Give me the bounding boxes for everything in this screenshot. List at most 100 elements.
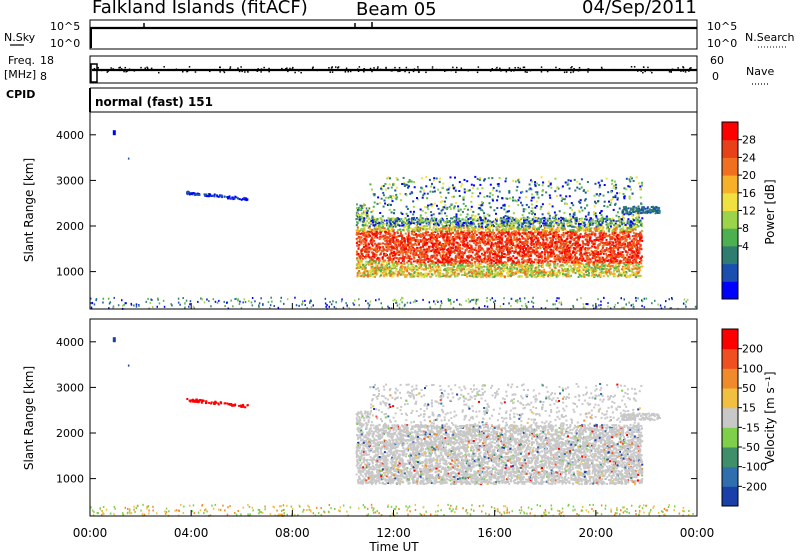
heatmap-cell: [517, 204, 519, 206]
heatmap-cell: [509, 244, 511, 246]
heatmap-cell: [432, 191, 434, 193]
heatmap-cell: [254, 300, 256, 302]
nave-dot: [261, 68, 263, 70]
heatmap-cell: [627, 231, 629, 233]
nave-dot: [247, 70, 249, 72]
heatmap-cell: [401, 183, 403, 185]
heatmap-cell: [581, 178, 583, 180]
nave-dot: [294, 72, 296, 74]
heatmap-cell: [490, 299, 492, 301]
heatmap-cell: [549, 194, 551, 196]
heatmap-cell: [529, 184, 531, 186]
heatmap-cell: [637, 297, 639, 299]
heatmap-cell: [468, 301, 470, 303]
nave-dot: [390, 70, 392, 72]
heatmap-cell: [461, 304, 463, 306]
heatmap-cell: [397, 305, 399, 307]
heatmap-cell: [434, 273, 436, 275]
heatmap-cell: [505, 178, 507, 180]
heatmap-cell: [665, 300, 667, 302]
heatmap-cell: [503, 297, 505, 299]
nave-dot: [541, 66, 543, 68]
heatmap-cell: [635, 297, 637, 299]
heatmap-cell: [470, 300, 472, 302]
nave-dot: [490, 70, 492, 72]
heatmap-cell: [599, 184, 601, 186]
nave-dot: [604, 69, 606, 71]
heatmap-cell: [503, 303, 505, 305]
nave-dot: [113, 69, 115, 71]
heatmap-cell: [468, 298, 470, 300]
heatmap-cell: [492, 229, 494, 231]
nave-dot: [375, 69, 377, 71]
heatmap-cell: [538, 184, 540, 186]
heatmap-cell: [526, 305, 528, 307]
heatmap-cell: [657, 304, 659, 306]
nave-dot: [219, 66, 221, 68]
heatmap-cell: [369, 183, 371, 185]
heatmap-cell: [493, 187, 495, 189]
heatmap-cell: [395, 302, 397, 304]
heatmap-cell: [232, 305, 234, 307]
heatmap-cell: [531, 213, 533, 215]
heatmap-cell: [163, 300, 165, 302]
nave-dot: [517, 67, 519, 69]
nave-dot: [119, 70, 121, 72]
heatmap-cell: [475, 247, 477, 249]
heatmap-cell: [660, 305, 662, 307]
heatmap-cell: [615, 184, 617, 186]
heatmap-cell: [549, 215, 551, 217]
heatmap-cell: [474, 299, 476, 301]
heatmap-cell: [533, 261, 535, 263]
heatmap-cell: [202, 298, 204, 300]
nave-dot: [127, 70, 129, 72]
heatmap-cell: [241, 199, 243, 201]
heatmap-cell: [587, 190, 589, 192]
nave-dot: [240, 66, 242, 68]
nave-dot: [601, 68, 603, 70]
heatmap-cell: [171, 304, 173, 306]
nave-dot: [219, 71, 221, 73]
nave-dot: [189, 66, 191, 68]
heatmap-cell: [573, 234, 575, 236]
nave-dot: [292, 68, 294, 70]
heatmap-cell: [463, 203, 465, 205]
heatmap-cell: [239, 301, 241, 303]
nave-dot: [578, 70, 580, 72]
heatmap-cell: [184, 302, 186, 304]
heatmap-cell: [379, 212, 381, 214]
nave-dot: [286, 67, 288, 69]
heatmap-cell: [599, 186, 601, 188]
nave-dot: [496, 67, 498, 69]
heatmap-cell: [465, 300, 467, 302]
nave-dot: [223, 70, 225, 72]
heatmap-cell: [400, 231, 402, 233]
heatmap-cell: [213, 298, 215, 300]
nave-dot: [330, 71, 332, 73]
heatmap-cell: [416, 271, 418, 273]
heatmap-cell: [604, 268, 606, 270]
heatmap-cell: [584, 218, 586, 220]
heatmap-cell: [392, 184, 394, 186]
freq-tick-high: 18: [40, 54, 54, 67]
nave-dot: [380, 69, 382, 71]
noise-left-tick-low: 10^0: [50, 37, 80, 50]
heatmap-cell: [448, 192, 450, 194]
nave-dot: [237, 67, 239, 69]
heatmap-cell: [392, 200, 394, 202]
heatmap-cell: [188, 191, 190, 193]
heatmap-cell: [216, 195, 218, 197]
nsearch-label: N.Search: [745, 31, 795, 44]
heatmap-cell: [280, 300, 282, 302]
heatmap-cell: [531, 197, 533, 199]
nave-dot: [525, 71, 527, 73]
heatmap-cell: [604, 201, 606, 203]
heatmap-cell: [578, 276, 580, 278]
heatmap-cell: [394, 190, 396, 192]
heatmap-cell: [359, 241, 361, 243]
heatmap-cell: [641, 305, 643, 307]
heatmap-cell: [436, 300, 438, 302]
heatmap-cell: [438, 213, 440, 215]
heatmap-cell: [517, 300, 519, 302]
heatmap-cell: [607, 302, 609, 304]
